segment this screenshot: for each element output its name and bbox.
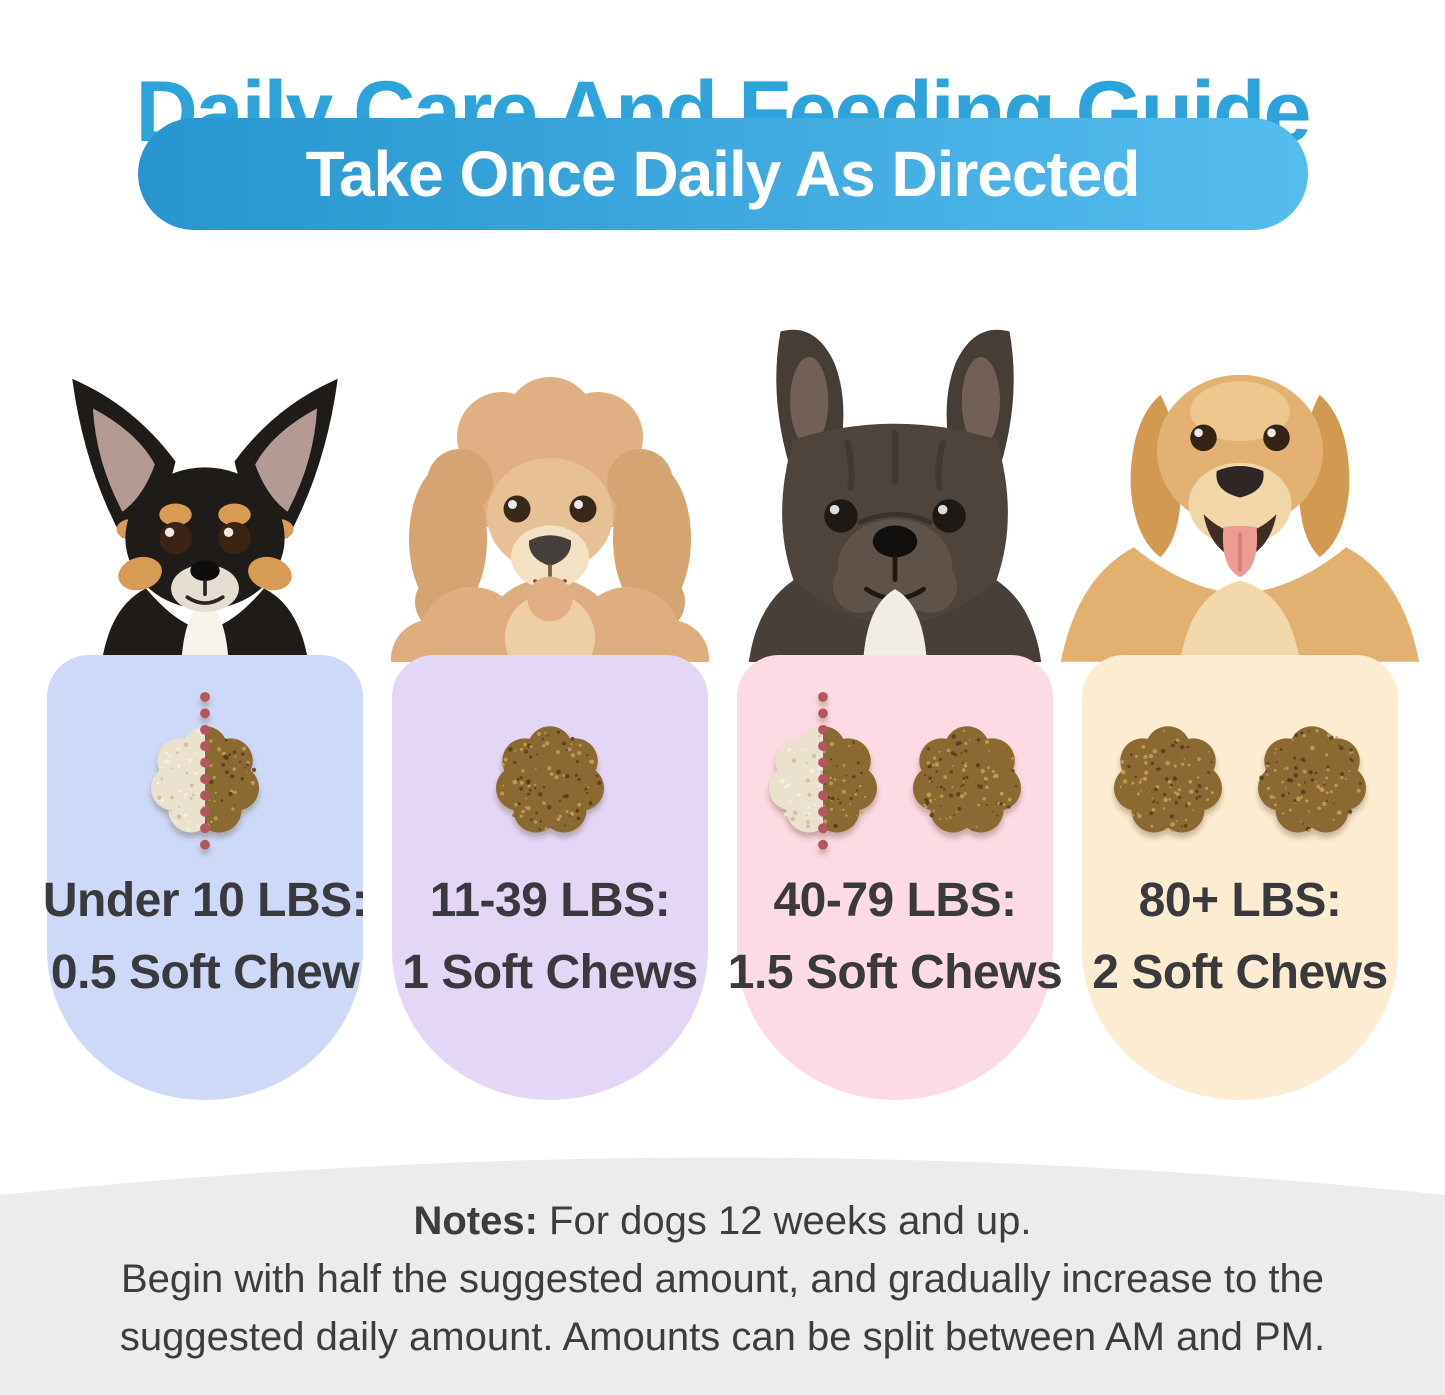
soft-chew-icon — [484, 691, 616, 866]
golden-retriever-photo — [1058, 325, 1423, 662]
half-chew-icon — [139, 691, 271, 866]
weight-group: 11-39 LBS: 1 Soft Chews — [391, 300, 709, 1100]
notes-line-1: Notes: For dogs 12 weeks and up. — [413, 1199, 1032, 1243]
chew-icons — [392, 689, 708, 867]
french-bulldog-photo — [736, 322, 1054, 662]
chew-icons — [737, 689, 1053, 867]
dose-card: 11-39 LBS: 1 Soft Chews — [392, 655, 708, 1100]
notes-text: Notes: For dogs 12 weeks and up. Begin w… — [0, 1192, 1445, 1366]
half-chew-icon — [757, 691, 889, 866]
dosing-cards-row: Under 10 LBS: 0.5 Soft Chew 11-39 — [0, 300, 1445, 1100]
notes-label: Notes: — [413, 1199, 538, 1243]
poodle-photo — [385, 362, 715, 722]
weight-group: 80+ LBS: 2 Soft Chews — [1060, 300, 1420, 1100]
weight-range-label: 80+ LBS: — [1138, 874, 1342, 927]
dose-label: 1 Soft Chews — [402, 946, 698, 999]
footer-arc-background — [0, 1157, 1445, 1395]
dose-label: 2 Soft Chews — [1092, 946, 1388, 999]
notes-line-3: suggested daily amount. Amounts can be s… — [119, 1315, 1326, 1359]
weight-range-label: 40-79 LBS: — [773, 874, 1017, 927]
weight-range-label: Under 10 LBS: — [42, 874, 368, 927]
weight-group: 40-79 LBS: 1.5 Soft Chews — [728, 300, 1063, 1100]
notes-line-2: Begin with half the suggested amount, an… — [120, 1257, 1324, 1301]
dose-label: 0.5 Soft Chew — [50, 946, 360, 999]
dose-card: 80+ LBS: 2 Soft Chews — [1082, 655, 1398, 1100]
chew-icons — [1082, 689, 1398, 867]
chew-icons — [47, 689, 363, 867]
soft-chew-icon — [1246, 691, 1378, 866]
notes-section: Notes: For dogs 12 weeks and up. Begin w… — [0, 1150, 1445, 1395]
subtitle-text: Take Once Daily As Directed — [305, 138, 1141, 210]
soft-chew-icon — [1102, 691, 1234, 866]
dose-card: Under 10 LBS: 0.5 Soft Chew — [43, 655, 368, 1100]
soft-chew-icon — [901, 691, 1033, 866]
weight-group: Under 10 LBS: 0.5 Soft Chew — [43, 300, 368, 1100]
dose-label: 1.5 Soft Chews — [727, 946, 1063, 999]
subtitle-pill: Take Once Daily As Directed — [137, 118, 1308, 230]
weight-range-label: 11-39 LBS: — [429, 874, 671, 927]
dose-card: 40-79 LBS: 1.5 Soft Chews — [728, 655, 1063, 1100]
chihuahua-photo — [58, 373, 353, 662]
